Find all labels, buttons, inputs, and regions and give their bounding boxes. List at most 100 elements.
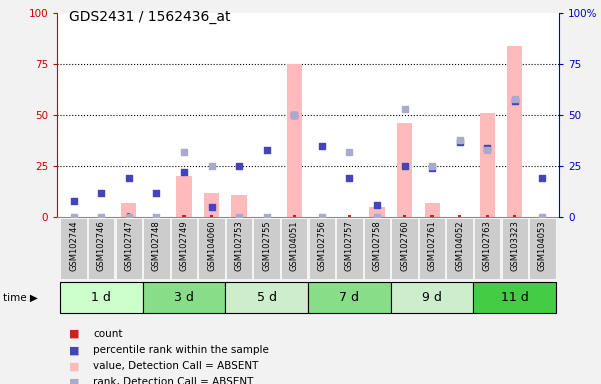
- Text: ■: ■: [69, 361, 79, 371]
- Point: [483, 147, 492, 153]
- Bar: [210, 215, 213, 217]
- Text: GSM104053: GSM104053: [538, 220, 547, 271]
- Point: [510, 98, 520, 104]
- Bar: [480, 113, 495, 217]
- FancyBboxPatch shape: [474, 218, 501, 279]
- FancyBboxPatch shape: [171, 218, 197, 279]
- Text: ■: ■: [69, 345, 79, 355]
- Bar: [430, 215, 434, 217]
- Point: [69, 214, 79, 220]
- Point: [124, 214, 133, 220]
- Text: 11 d: 11 d: [501, 291, 529, 304]
- Text: GSM102755: GSM102755: [262, 220, 271, 271]
- Bar: [100, 215, 103, 217]
- Text: GSM102747: GSM102747: [124, 220, 133, 271]
- Text: GSM102757: GSM102757: [345, 220, 354, 271]
- Point: [400, 163, 409, 169]
- FancyBboxPatch shape: [419, 218, 445, 279]
- Point: [262, 214, 272, 220]
- Point: [234, 163, 244, 169]
- FancyBboxPatch shape: [254, 218, 280, 279]
- FancyBboxPatch shape: [143, 218, 169, 279]
- Point: [262, 147, 272, 153]
- Point: [124, 175, 133, 181]
- FancyBboxPatch shape: [88, 218, 114, 279]
- Bar: [182, 215, 186, 217]
- Text: GSM102760: GSM102760: [400, 220, 409, 271]
- Point: [344, 175, 354, 181]
- Text: GSM102758: GSM102758: [373, 220, 382, 271]
- Point: [427, 163, 437, 169]
- Point: [344, 149, 354, 155]
- FancyBboxPatch shape: [529, 218, 555, 279]
- Point: [207, 163, 216, 169]
- Text: 9 d: 9 d: [422, 291, 442, 304]
- Point: [151, 214, 161, 220]
- Text: GSM104051: GSM104051: [290, 220, 299, 271]
- Text: 3 d: 3 d: [174, 291, 194, 304]
- Text: ■: ■: [69, 329, 79, 339]
- Bar: [231, 195, 246, 217]
- FancyBboxPatch shape: [281, 218, 308, 279]
- Bar: [320, 215, 323, 217]
- FancyBboxPatch shape: [115, 218, 142, 279]
- Text: GSM102744: GSM102744: [69, 220, 78, 271]
- FancyBboxPatch shape: [308, 218, 335, 279]
- Text: percentile rank within the sample: percentile rank within the sample: [93, 345, 269, 355]
- Bar: [204, 192, 219, 217]
- Point: [96, 214, 106, 220]
- Text: rank, Detection Call = ABSENT: rank, Detection Call = ABSENT: [93, 377, 254, 384]
- Bar: [541, 215, 544, 217]
- Bar: [237, 215, 241, 217]
- Bar: [507, 46, 522, 217]
- Point: [290, 112, 299, 118]
- Text: GSM102756: GSM102756: [317, 220, 326, 271]
- Point: [483, 145, 492, 151]
- Bar: [458, 215, 462, 217]
- Bar: [127, 213, 130, 217]
- Text: 1 d: 1 d: [91, 291, 111, 304]
- Text: GSM102748: GSM102748: [152, 220, 161, 271]
- Text: GSM102761: GSM102761: [427, 220, 436, 271]
- FancyBboxPatch shape: [226, 218, 252, 279]
- Bar: [403, 215, 406, 217]
- Point: [317, 143, 326, 149]
- Bar: [424, 203, 440, 217]
- Text: count: count: [93, 329, 123, 339]
- Bar: [265, 215, 268, 217]
- Point: [179, 169, 189, 175]
- Text: GSM102746: GSM102746: [97, 220, 106, 271]
- Text: value, Detection Call = ABSENT: value, Detection Call = ABSENT: [93, 361, 258, 371]
- Bar: [293, 215, 296, 217]
- Bar: [121, 203, 136, 217]
- Point: [207, 204, 216, 210]
- Bar: [375, 215, 379, 217]
- Point: [96, 189, 106, 195]
- Text: time ▶: time ▶: [3, 293, 38, 303]
- Bar: [154, 215, 158, 217]
- FancyBboxPatch shape: [364, 218, 390, 279]
- Text: 5 d: 5 d: [257, 291, 276, 304]
- FancyBboxPatch shape: [447, 218, 473, 279]
- Bar: [287, 64, 302, 217]
- FancyBboxPatch shape: [474, 282, 556, 313]
- Point: [290, 112, 299, 118]
- Text: GSM104052: GSM104052: [455, 220, 464, 271]
- FancyBboxPatch shape: [142, 282, 225, 313]
- FancyBboxPatch shape: [391, 282, 474, 313]
- Point: [372, 214, 382, 220]
- Text: GSM102753: GSM102753: [234, 220, 243, 271]
- FancyBboxPatch shape: [336, 218, 362, 279]
- FancyBboxPatch shape: [502, 218, 528, 279]
- Point: [151, 189, 161, 195]
- Point: [455, 137, 465, 143]
- Point: [69, 198, 79, 204]
- Text: GSM104060: GSM104060: [207, 220, 216, 271]
- Point: [455, 139, 465, 145]
- Point: [427, 165, 437, 171]
- Bar: [513, 215, 516, 217]
- Point: [372, 202, 382, 208]
- Bar: [348, 215, 351, 217]
- Bar: [370, 207, 385, 217]
- Bar: [72, 215, 75, 217]
